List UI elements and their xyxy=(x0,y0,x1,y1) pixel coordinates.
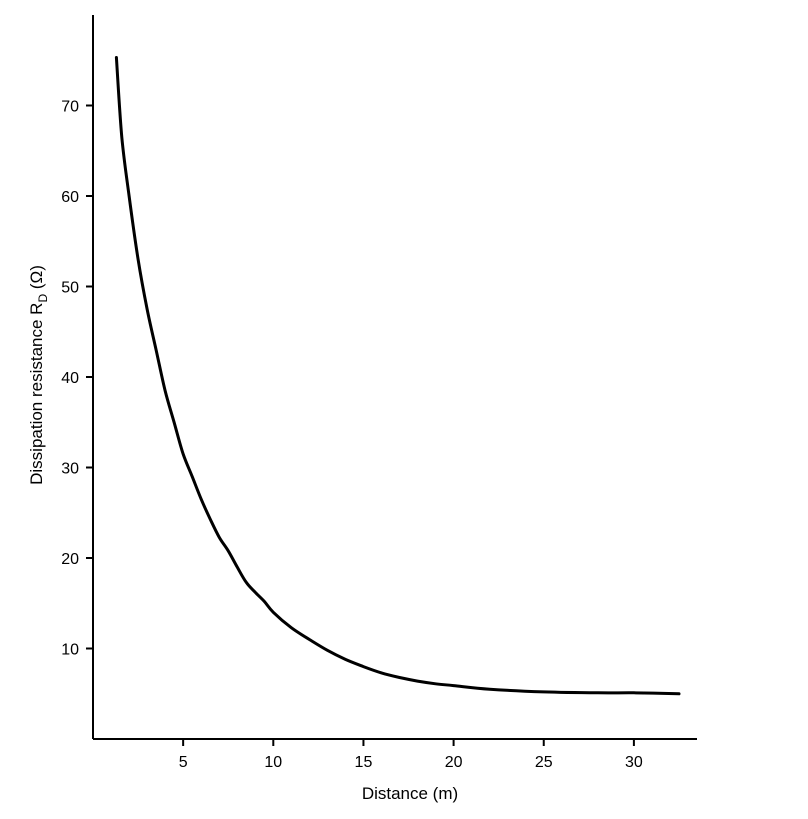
y-tick-label: 30 xyxy=(61,461,79,478)
x-tick-label: 20 xyxy=(445,754,463,771)
y-tick-label: 60 xyxy=(61,189,79,206)
x-tick-label: 10 xyxy=(264,754,282,771)
x-axis-title: Distance (m) xyxy=(362,784,458,803)
x-tick-label: 25 xyxy=(535,754,553,771)
y-tick-label: 10 xyxy=(61,642,79,659)
series-line xyxy=(114,56,681,696)
y-axis-title-main: Dissipation resistance R xyxy=(27,303,46,485)
x-tick-label: 5 xyxy=(179,754,188,771)
x-tick-label: 30 xyxy=(625,754,643,771)
x-tick-label: 15 xyxy=(355,754,373,771)
y-tick-label: 70 xyxy=(61,99,79,116)
y-axis-title-unit: (Ω) xyxy=(27,265,46,294)
y-tick-label: 20 xyxy=(61,551,79,568)
y-tick-label: 40 xyxy=(61,370,79,387)
y-axis-title: Dissipation resistance RD (Ω) xyxy=(27,265,50,485)
y-axis-title-subscript: D xyxy=(36,294,50,303)
y-axis-ticks: 10 20 30 40 50 60 70 xyxy=(61,99,93,659)
x-axis-ticks: 5 10 15 20 25 30 xyxy=(179,739,643,771)
y-tick-label: 50 xyxy=(61,280,79,297)
